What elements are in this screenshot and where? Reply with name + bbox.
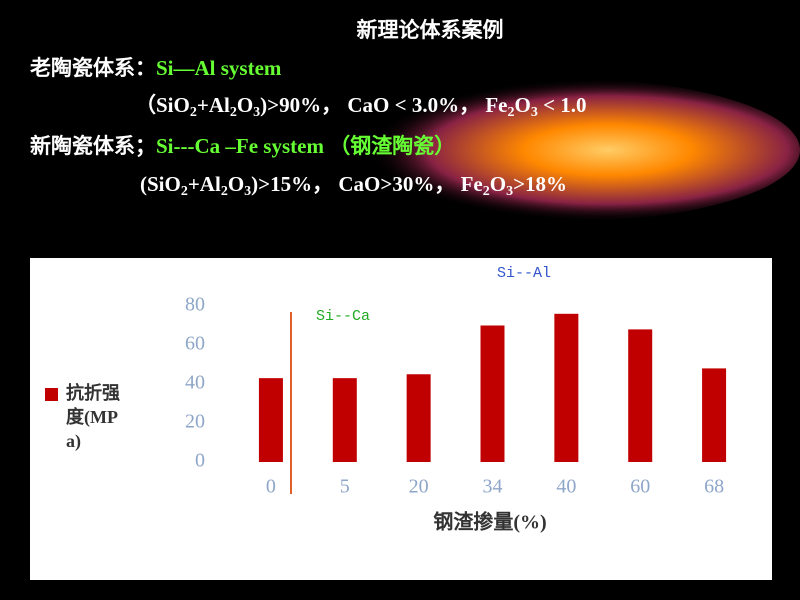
text-segment: +Al [188, 172, 221, 196]
text-segment: 老陶瓷体系： [30, 56, 156, 80]
y-tick-label: 60 [185, 333, 205, 355]
x-tick-label: 0 [266, 476, 276, 498]
x-axis-label: 钢渣掺量(%) [433, 510, 546, 534]
text-line: (SiO2+Al2O3)>15%， CaO>30%， Fe2O3>18% [140, 172, 567, 199]
text-segment: O [490, 172, 506, 196]
text-segment: 2 [508, 105, 515, 120]
bar [332, 378, 357, 462]
text-segment: 3 [506, 184, 513, 199]
text-segment: Si---Ca –Fe system （钢渣陶瓷） [156, 134, 455, 158]
bar [406, 374, 431, 462]
chart: 0 20 40 60 80 0 5 20 34 40 60 68 钢渣掺量(%) Si--Ca Si--Al [45, 265, 727, 534]
bar [702, 368, 727, 462]
text-segment: +Al [197, 93, 230, 117]
text-line: 新陶瓷体系；Si---Ca –Fe system （钢渣陶瓷） [30, 134, 455, 158]
text-segment: （SiO [135, 93, 190, 117]
glow [320, 78, 800, 222]
text-line: （SiO2+Al2O3)>90%， CaO < 3.0%， Fe2O3 < 1.… [135, 93, 587, 120]
y-tick-label: 80 [185, 294, 205, 316]
text-segment: 3 [244, 184, 251, 199]
x-tick-label: 60 [630, 476, 650, 498]
bar [628, 329, 653, 462]
annotation: Si--Al [497, 265, 551, 282]
x-tick-label: 5 [340, 476, 350, 498]
slide-title: 新理论体系案例 [357, 18, 504, 42]
text-segment: 2 [221, 184, 228, 199]
text-segment: < 1.0 [538, 93, 587, 117]
text-lines: 老陶瓷体系：Si—Al system（SiO2+Al2O3)>90%， CaO … [30, 56, 587, 199]
chart-panel [30, 258, 772, 580]
annotation: Si--Ca [316, 308, 370, 325]
text-segment: 2 [181, 184, 188, 199]
text-segment: O [228, 172, 244, 196]
legend-swatch [45, 388, 58, 401]
text-segment: 2 [483, 184, 490, 199]
text-segment: 3 [531, 105, 538, 120]
text-segment: >18% [513, 172, 567, 196]
text-segment: Si—Al system [156, 56, 282, 80]
x-tick-label: 34 [483, 476, 503, 498]
x-tick-label: 68 [704, 476, 724, 498]
text-segment: 2 [230, 105, 237, 120]
text-line: 老陶瓷体系：Si—Al system [30, 56, 282, 80]
text-segment: )>15%， CaO>30%， Fe [251, 172, 483, 196]
x-tick-label: 40 [556, 476, 576, 498]
x-tick-label: 20 [409, 476, 429, 498]
legend-label: 抗折强度(MPa) [66, 383, 120, 451]
y-tick-label: 40 [185, 372, 205, 394]
bar [258, 378, 283, 462]
text-segment: 3 [253, 105, 260, 120]
text-segment: O [515, 93, 531, 117]
bar [480, 325, 505, 462]
y-tick-label: 0 [195, 450, 205, 472]
text-segment: 新陶瓷体系； [30, 134, 156, 158]
bar [554, 313, 579, 462]
y-tick-label: 20 [185, 411, 205, 433]
text-segment: O [237, 93, 253, 117]
text-segment: (SiO [140, 172, 181, 196]
text-segment: 2 [190, 105, 197, 120]
text-segment: )>90%， CaO < 3.0%， Fe [260, 93, 507, 117]
